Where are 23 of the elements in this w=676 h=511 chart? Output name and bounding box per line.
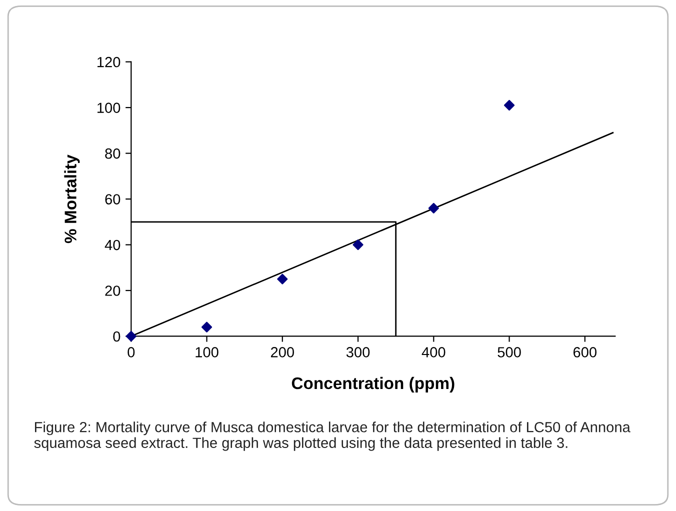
y-axis-title: % Mortality [64, 154, 80, 244]
y-tick-label: 60 [105, 194, 120, 204]
caption: Figure 2: Mortality curve of Musca domestica larvae for the determination of LC50 of Annona squamosa seed extract. The graph was plotted using the data presented in table 3. [34, 422, 630, 451]
point [126, 330, 136, 342]
x-tick-label: 100 [196, 347, 218, 358]
x-axis-title: Concentration (ppm) [292, 376, 454, 392]
point [352, 239, 364, 250]
y-tick-label: 120 [98, 56, 120, 68]
point [201, 322, 212, 332]
y-tick-label: 100 [98, 102, 120, 113]
x-tick-label: 200 [270, 347, 294, 358]
point [277, 274, 288, 284]
x-tick-label: 600 [573, 347, 597, 358]
y-tick-label: 40 [104, 240, 120, 250]
x-tick-label: 400 [422, 347, 446, 358]
y-tick-label: 80 [105, 148, 120, 159]
y-tick-label: 0 [113, 331, 120, 342]
point [504, 100, 515, 111]
point [428, 202, 439, 214]
y-tick-label: 20 [105, 286, 120, 296]
x-tick-label: 300 [346, 347, 370, 358]
x-tick-label: 0 [128, 347, 135, 358]
x-tick-label: 500 [498, 347, 521, 358]
